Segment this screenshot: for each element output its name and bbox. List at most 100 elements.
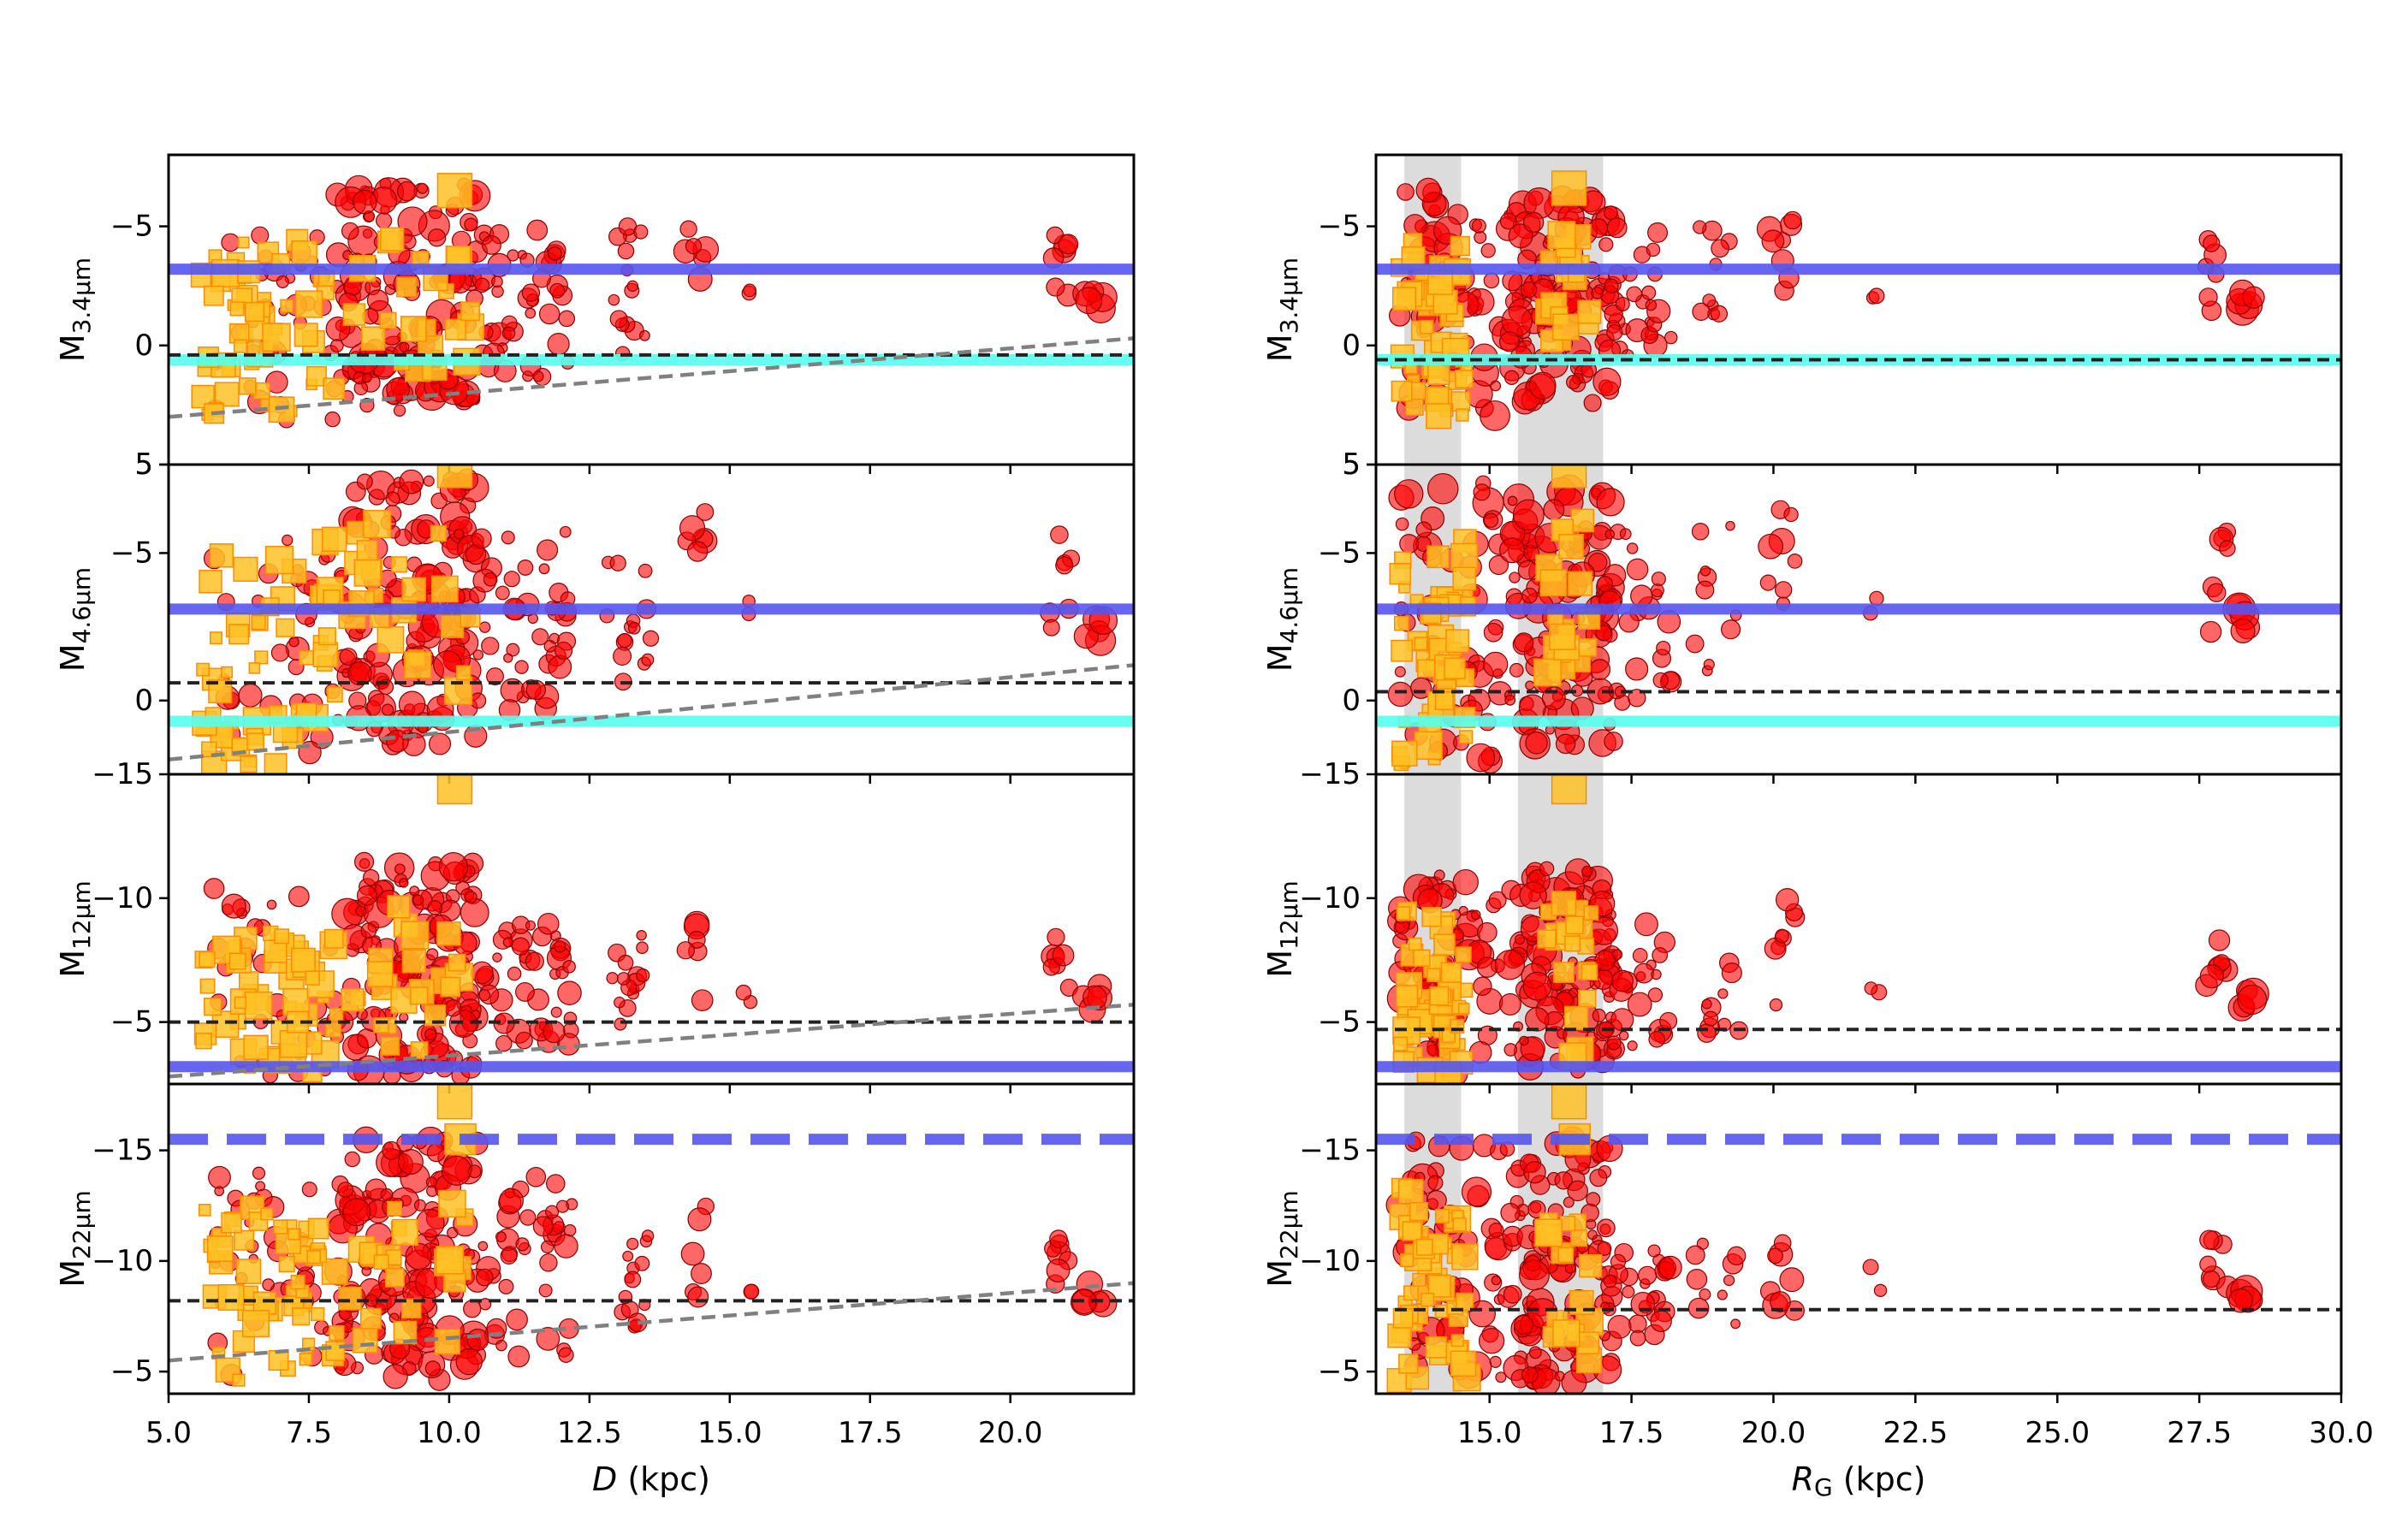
red-circle-point — [1503, 370, 1520, 386]
red-circle-point — [558, 1347, 574, 1363]
x-tick-label: 20.0 — [1741, 1416, 1806, 1450]
red-circle-point — [460, 897, 489, 927]
red-circle-point — [1514, 933, 1526, 945]
red-circle-point — [464, 217, 478, 232]
red-circle-point — [463, 1300, 482, 1318]
yellow-square-point — [1400, 1253, 1414, 1267]
red-circle-point — [1519, 1259, 1550, 1291]
red-circle-point — [474, 277, 490, 293]
red-circle-point — [511, 937, 531, 956]
panel-plot-area — [169, 173, 1134, 429]
red-circle-point — [1611, 969, 1634, 992]
red-circle-point — [1604, 529, 1616, 540]
yellow-square-point — [338, 1286, 362, 1311]
red-circle-point — [2230, 618, 2256, 643]
red-circle-point — [676, 941, 696, 960]
yellow-square-point — [380, 1036, 400, 1056]
yellow-square-point — [1393, 1036, 1409, 1051]
yellow-square-point — [1395, 985, 1419, 1008]
yellow-square-point — [276, 618, 295, 637]
yellow-square-point — [244, 301, 265, 323]
red-circle-point — [2237, 984, 2268, 1015]
red-circle-point — [1596, 1218, 1616, 1238]
y-tick-label: −5 — [1318, 1354, 1361, 1389]
red-circle-point — [1596, 576, 1614, 593]
red-circle-point — [1717, 1289, 1728, 1300]
red-circle-point — [1869, 590, 1884, 607]
yellow-square-point — [401, 949, 426, 974]
red-circle-point — [1588, 218, 1609, 239]
yellow-square-point — [436, 173, 473, 209]
y-axis-label: M3.4μm — [1261, 258, 1303, 362]
red-circle-point — [1632, 947, 1648, 963]
yellow-square-point — [1537, 929, 1557, 949]
red-circle-point — [1775, 888, 1800, 912]
yellow-square-point — [400, 921, 430, 950]
red-circle-point — [1627, 1040, 1638, 1051]
red-circle-point — [548, 654, 572, 679]
red-circle-point — [547, 246, 562, 261]
yellow-square-point — [342, 303, 366, 326]
red-circle-point — [503, 571, 520, 588]
y-axis-label-sub: 22μm — [1275, 1190, 1303, 1259]
yellow-square-point — [356, 540, 378, 562]
red-circle-point — [1470, 909, 1481, 921]
red-circle-point — [1591, 286, 1604, 299]
red-circle-point — [1583, 394, 1602, 412]
red-circle-point — [515, 1237, 530, 1252]
red-circle-point — [1725, 520, 1735, 531]
red-circle-point — [525, 951, 544, 971]
yellow-square-point — [1391, 380, 1413, 402]
red-circle-point — [744, 1283, 760, 1300]
red-circle-point — [208, 1165, 231, 1189]
yellow-square-point — [1567, 571, 1593, 596]
yellow-square-point — [196, 662, 210, 677]
red-circle-point — [1528, 371, 1557, 400]
red-circle-point — [555, 1199, 570, 1213]
red-circle-point — [413, 1199, 426, 1211]
yellow-square-point — [264, 545, 294, 575]
panel-m46: −5 0 5 M4.6μm — [54, 447, 1136, 784]
red-circle-point — [1387, 681, 1414, 708]
yellow-points — [193, 774, 474, 1083]
red-circle-point — [301, 1182, 317, 1198]
yellow-square-point — [443, 676, 473, 705]
yellow-square-point — [1427, 1274, 1451, 1298]
red-circle-point — [501, 326, 516, 341]
red-circle-point — [622, 1250, 634, 1262]
yellow-square-point — [1434, 691, 1454, 711]
yellow-square-point — [264, 939, 288, 963]
red-circle-point — [1767, 1247, 1783, 1265]
red-circle-point — [1710, 305, 1729, 323]
y-axis-label-main: M — [1261, 1259, 1299, 1288]
red-circle-point — [354, 851, 375, 872]
yellow-square-point — [221, 666, 234, 678]
red-circle-point — [1638, 1265, 1658, 1285]
red-circle-point — [1658, 1255, 1682, 1280]
y-tick-label: −5 — [110, 210, 153, 244]
panel-m12: −10 −5 −15 M12μm — [54, 757, 1136, 1093]
yellow-square-point — [404, 651, 432, 679]
red-circle-point — [1862, 1259, 1879, 1276]
yellow-square-point — [234, 1229, 255, 1251]
red-circle-point — [356, 885, 377, 906]
yellow-square-point — [221, 1212, 242, 1234]
red-circle-point — [270, 643, 289, 662]
red-circle-point — [393, 404, 406, 417]
yellow-square-point — [435, 1246, 465, 1275]
yellow-square-point — [1450, 1350, 1477, 1377]
red-circle-point — [1468, 1300, 1496, 1328]
yellow-square-point — [1455, 946, 1472, 963]
yellow-square-point — [251, 614, 266, 631]
red-circle-point — [515, 981, 535, 1002]
red-circle-point — [2208, 929, 2231, 951]
yellow-square-point — [1578, 989, 1597, 1008]
yellow-square-point — [1426, 403, 1452, 429]
red-circle-point — [1058, 234, 1079, 255]
y-tick-label-top: 5 — [1342, 447, 1361, 482]
red-circle-point — [627, 621, 641, 635]
yellow-square-point — [430, 524, 448, 542]
yellow-square-point — [327, 686, 343, 703]
y-tick-label: −10 — [1299, 1244, 1361, 1278]
red-circle-point — [525, 1166, 547, 1188]
